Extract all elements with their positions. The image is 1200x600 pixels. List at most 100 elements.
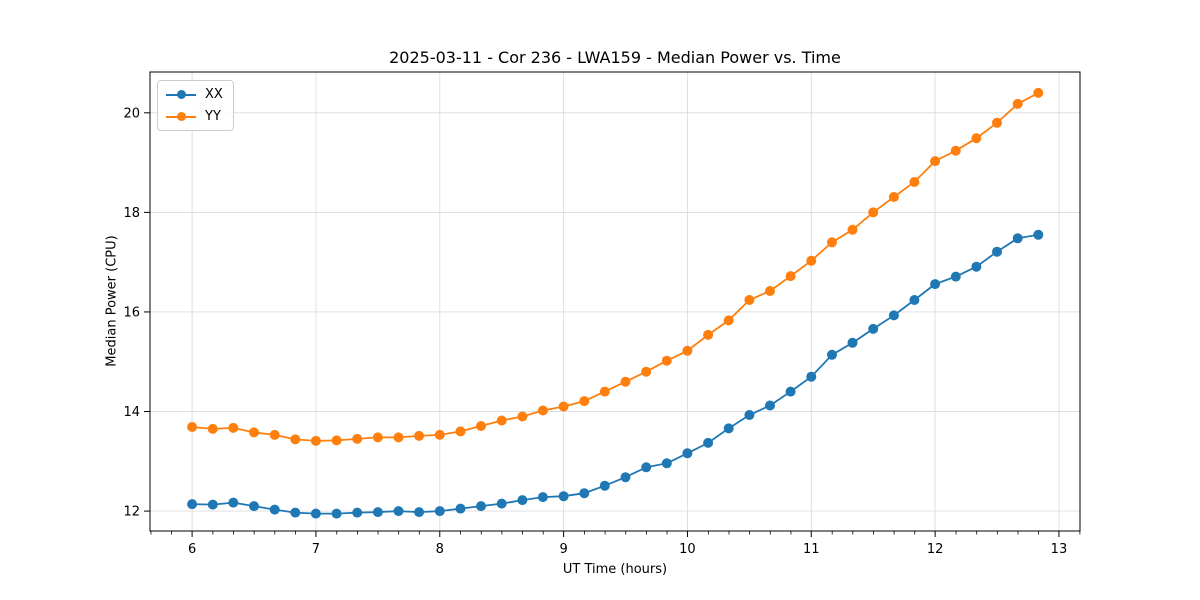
data-point [620,472,631,483]
data-point [269,504,280,515]
data-point [414,507,425,518]
data-point [1012,233,1023,244]
data-point [703,437,714,448]
legend-item-xx: XX [166,85,223,104]
data-point [950,271,961,282]
data-point [331,435,342,446]
legend-line-marker-yy [166,107,196,126]
data-point [868,207,879,218]
y-axis-label: Median Power (CPU) [104,235,120,367]
data-point [372,507,383,518]
svg-text:11: 11 [803,542,820,557]
svg-text:14: 14 [123,405,140,420]
data-point [455,426,466,437]
data-point [517,411,528,422]
series-line-xx [192,233,1039,515]
svg-text:8: 8 [436,542,444,557]
svg-text:9: 9 [559,542,567,557]
data-point [310,508,321,519]
data-point [249,501,259,512]
data-point [806,255,817,266]
data-point [207,423,218,434]
data-point [517,495,528,506]
data-point [414,430,425,441]
x-tick-labels: 6 7 8 9 10 11 12 13 [188,542,1067,557]
chart-title: 2025-03-11 - Cor 236 - LWA159 - Median P… [389,48,841,67]
data-point [187,422,198,432]
data-point [352,507,363,518]
svg-text:7: 7 [312,542,320,557]
data-point [434,429,445,440]
legend-item-yy: YY [166,107,223,126]
y-axis-ticks [144,112,150,512]
data-point [661,355,672,366]
data-point [682,345,693,356]
data-point [765,286,775,296]
data-point [207,499,218,510]
svg-text:12: 12 [123,505,140,520]
data-point [434,506,445,517]
data-point [868,323,879,334]
data-point [372,432,383,443]
data-point [888,192,899,202]
x-axis-label: UT Time (hours) [562,562,668,577]
data-point [930,279,941,290]
data-point [827,237,837,248]
data-point [785,386,796,397]
data-point [827,349,837,360]
data-point [971,133,982,144]
data-point [537,492,548,503]
data-point [909,295,920,305]
data-point [847,224,858,235]
data-point [1012,98,1023,109]
data-point [558,491,569,502]
legend: XX YY [157,80,234,131]
legend-line-marker-xx [166,85,196,104]
series-line-yy [192,92,1039,442]
data-point [785,271,796,282]
data-point [641,366,652,377]
data-point [496,415,507,426]
svg-text:12: 12 [927,542,944,557]
data-point [1033,87,1044,98]
data-point [1033,229,1044,240]
data-point [661,458,672,469]
data-point [971,261,982,272]
data-point [331,508,342,519]
data-point [599,480,610,491]
data-point [455,503,466,514]
grid-lines [150,72,1080,531]
x-axis-ticks [191,531,1060,537]
data-point [992,246,1002,257]
data-point [806,371,817,382]
data-point [744,410,755,420]
data-point [620,376,631,387]
data-point [290,434,301,445]
data-point [476,501,486,512]
series-yy [187,87,1044,446]
data-point [537,405,548,416]
plot-border [149,71,1081,532]
data-point [682,448,693,459]
data-point [393,432,404,443]
data-point [269,429,280,440]
data-point [249,427,259,438]
data-point [765,400,775,411]
data-point [352,433,363,444]
svg-text:20: 20 [123,106,140,121]
data-point [310,435,321,446]
data-point [744,295,755,305]
data-point [579,488,590,499]
svg-text:16: 16 [123,305,140,320]
legend-label-xx: XX [205,87,223,102]
data-point [703,329,714,340]
svg-text:10: 10 [679,542,696,557]
data-point [641,462,652,473]
data-point [290,507,301,518]
svg-text:6: 6 [188,542,196,557]
data-point [187,499,198,510]
svg-text:13: 13 [1051,542,1068,557]
data-point [992,117,1002,128]
data-point [393,506,404,517]
